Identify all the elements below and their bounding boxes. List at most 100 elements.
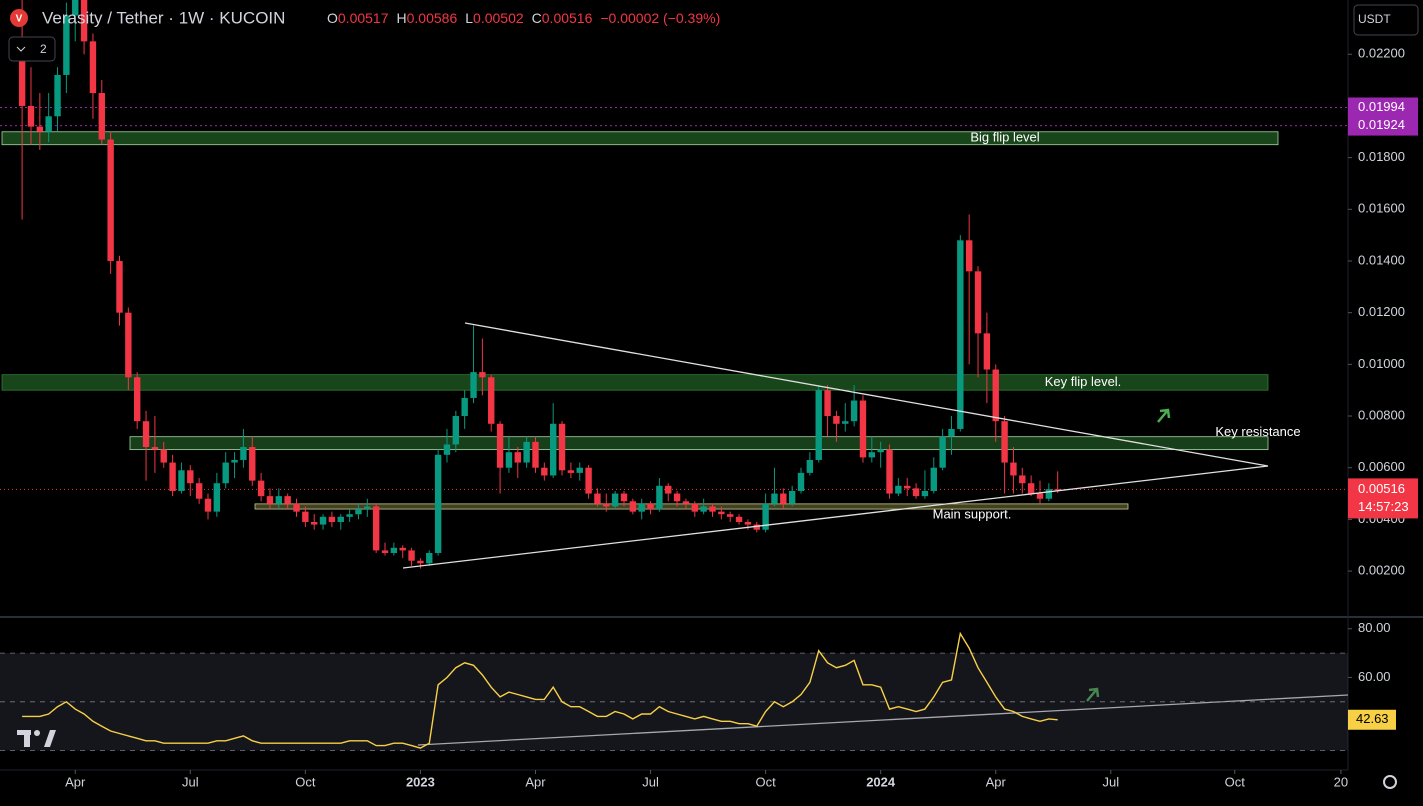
candle-body (1027, 483, 1035, 494)
candle-body (187, 470, 194, 484)
candle-body (452, 416, 460, 445)
ohlc-value: 0.00516 (542, 10, 593, 26)
candle-body (868, 452, 876, 458)
candle-body (921, 490, 929, 497)
candle-body (594, 493, 601, 504)
zone (1, 374, 1269, 391)
candle-body (1036, 493, 1044, 499)
candle-body (408, 550, 415, 561)
candle-body (275, 496, 283, 504)
candle-body (727, 514, 734, 517)
candle-body (1054, 489, 1061, 491)
candle-body (682, 501, 690, 504)
candle-body (496, 423, 504, 468)
x-tick-label: Jul (1102, 774, 1119, 789)
rsi-trendline (417, 694, 1349, 746)
candle-body (355, 509, 362, 515)
zones: Big flip level Key flip level. Key resista… (0, 106, 1348, 521)
candle-body (178, 470, 185, 491)
candle-body (133, 377, 141, 422)
candle-body (549, 423, 557, 476)
candle-body (930, 467, 937, 491)
candle-body (514, 452, 521, 463)
zone-label: Big flip level (970, 130, 1039, 145)
candle-body (505, 452, 513, 468)
candle-body (718, 511, 725, 515)
candle-body (257, 480, 265, 497)
lower-trendline (402, 465, 1269, 569)
candle-body (417, 560, 424, 564)
candle-body (461, 397, 468, 417)
candle-body (895, 485, 902, 494)
candle-body (337, 516, 344, 522)
candle-body (762, 503, 769, 530)
candle-body (142, 421, 150, 448)
candle-body (788, 490, 796, 504)
legend: V Verasity / Tether · 1W · KUCOIN O0.005… (8, 8, 720, 62)
settings-icon[interactable] (1383, 775, 1397, 789)
up-arrow (1086, 687, 1100, 702)
candle-body (80, 0, 88, 42)
candle-body (204, 498, 212, 512)
candle-body (611, 493, 619, 507)
candle-body (815, 390, 822, 460)
zone (254, 503, 1129, 510)
candle-body (488, 377, 495, 424)
y-tick-label: 0.01200 (1358, 304, 1405, 319)
candle-body (735, 516, 743, 522)
rsi-last-label: 42.63 (1356, 711, 1389, 726)
candle-body (72, 0, 79, 16)
trendlines (402, 322, 1349, 746)
candle-body (107, 139, 114, 261)
x-tick-label: 20 (1334, 774, 1348, 789)
candle-body (54, 74, 61, 117)
candle-body (125, 312, 132, 378)
x-tick-label: Jul (642, 774, 659, 789)
up-arrow (1157, 408, 1171, 423)
candle-body (647, 503, 654, 510)
ohlc-key: L (465, 10, 473, 26)
candle-body (567, 470, 575, 473)
candle-body (302, 511, 309, 522)
chart-title: Verasity / Tether · 1W · KUCOIN (42, 8, 285, 27)
candle-body (434, 454, 442, 553)
candle-body (328, 516, 336, 522)
candle-body (541, 467, 548, 476)
candle-body (470, 372, 477, 398)
candle-body (18, 41, 26, 106)
y-tick-label: 0.01600 (1358, 201, 1405, 216)
candle-body (426, 552, 433, 564)
currency-button[interactable] (1353, 4, 1419, 36)
zone-label: Key resistance (1215, 424, 1300, 439)
y-tick-label: 0.00200 (1358, 563, 1405, 578)
candle-body (744, 521, 752, 525)
candle-body (709, 506, 716, 512)
candle-body (151, 447, 159, 450)
candle-body (1010, 462, 1017, 476)
candle-body (231, 459, 238, 463)
candles (18, 0, 1061, 569)
rsi-y-tick-label: 80.00 (1358, 620, 1391, 635)
price-line-label: 0.01924 (1358, 117, 1405, 132)
candle-body (673, 493, 681, 502)
candle-body (319, 516, 327, 525)
candle-body (842, 421, 849, 424)
y-tick-label: 0.01000 (1358, 356, 1405, 371)
axes: 0.002000.004000.006000.008000.010000.012… (65, 46, 1418, 789)
logo-part (34, 730, 40, 736)
chevron (16, 46, 26, 52)
price-line-tag (1348, 115, 1418, 136)
indicator-toggle[interactable] (8, 36, 56, 62)
symbol-logo (10, 9, 28, 27)
candle-body (850, 400, 858, 422)
candle-body (939, 436, 946, 468)
candle-body (558, 423, 566, 471)
candle-body (974, 271, 982, 334)
candle-body (638, 503, 645, 512)
candle-body (629, 501, 637, 512)
candle-body (992, 369, 999, 422)
candle-body (160, 449, 167, 463)
candle-body (195, 483, 203, 499)
x-tick-label: Apr (986, 774, 1007, 789)
candle-body (833, 416, 840, 424)
